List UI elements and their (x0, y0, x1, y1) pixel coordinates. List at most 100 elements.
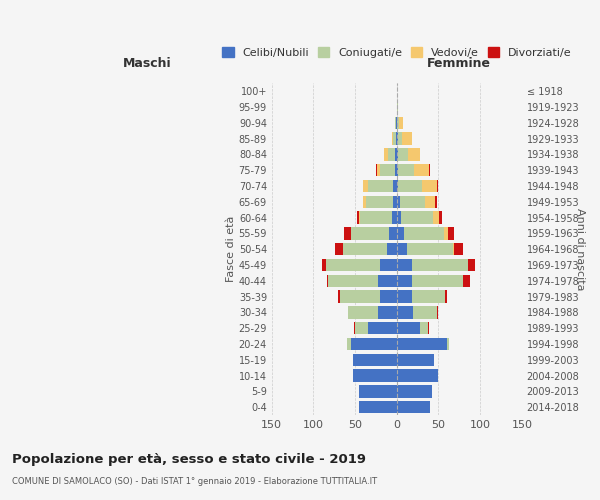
Bar (376, 164, 377, 176)
Bar (328, 274, 379, 287)
Bar (380, 164, 395, 176)
Bar (347, 306, 349, 318)
Bar (380, 259, 397, 271)
Bar (397, 322, 420, 334)
Bar (338, 290, 340, 303)
Bar (397, 386, 432, 398)
Bar (385, 148, 388, 160)
Bar (425, 196, 435, 208)
Bar (437, 306, 439, 318)
Bar (351, 338, 397, 350)
Bar (397, 132, 398, 145)
Bar (400, 116, 403, 129)
Bar (359, 212, 360, 224)
Bar (368, 180, 392, 192)
Bar (463, 274, 470, 287)
Bar (397, 196, 400, 208)
Bar (401, 212, 433, 224)
Bar (397, 370, 439, 382)
Bar (397, 101, 398, 113)
Bar (445, 290, 447, 303)
Bar (397, 354, 434, 366)
Bar (387, 243, 397, 256)
Bar (322, 259, 326, 271)
Bar (397, 338, 447, 350)
Bar (397, 401, 430, 413)
Bar (412, 290, 445, 303)
Bar (407, 148, 420, 160)
Bar (445, 228, 448, 239)
Bar (439, 212, 442, 224)
Bar (359, 401, 397, 413)
Bar (452, 243, 454, 256)
Bar (398, 132, 402, 145)
Bar (397, 306, 413, 318)
Bar (413, 306, 437, 318)
Bar (368, 322, 397, 334)
Bar (362, 196, 364, 208)
Bar (388, 148, 395, 160)
Bar (364, 180, 368, 192)
Legend: Celibi/Nubili, Coniugati/e, Vedovi/e, Divorziati/e: Celibi/Nubili, Coniugati/e, Vedovi/e, Di… (218, 42, 575, 62)
Bar (448, 228, 454, 239)
Bar (412, 259, 469, 271)
Bar (398, 164, 415, 176)
Bar (392, 212, 397, 224)
Text: Popolazione per età, sesso e stato civile - 2019: Popolazione per età, sesso e stato civil… (12, 452, 366, 466)
Bar (335, 243, 343, 256)
Bar (397, 259, 412, 271)
Bar (454, 243, 463, 256)
Text: Maschi: Maschi (122, 57, 171, 70)
Bar (349, 306, 377, 318)
Bar (397, 180, 398, 192)
Bar (398, 180, 422, 192)
Bar (394, 132, 396, 145)
Bar (422, 180, 437, 192)
Bar (377, 306, 397, 318)
Bar (428, 322, 430, 334)
Bar (396, 116, 397, 129)
Text: COMUNE DI SAMOLACO (SO) - Dati ISTAT 1° gennaio 2019 - Elaborazione TUTTITALIA.I: COMUNE DI SAMOLACO (SO) - Dati ISTAT 1° … (12, 478, 377, 486)
Bar (353, 354, 397, 366)
Bar (392, 132, 394, 145)
Bar (415, 164, 430, 176)
Bar (366, 196, 392, 208)
Bar (343, 243, 387, 256)
Bar (344, 228, 351, 239)
Bar (397, 228, 404, 239)
Bar (380, 290, 397, 303)
Bar (404, 228, 445, 239)
Bar (357, 212, 359, 224)
Bar (397, 116, 400, 129)
Bar (402, 132, 412, 145)
Bar (360, 212, 392, 224)
Bar (362, 180, 364, 192)
Bar (433, 212, 439, 224)
Bar (435, 196, 437, 208)
Bar (397, 274, 412, 287)
Bar (340, 290, 380, 303)
Bar (396, 132, 397, 145)
Bar (379, 274, 397, 287)
Bar (347, 338, 351, 350)
Bar (420, 322, 428, 334)
Y-axis label: Anni di nascita: Anni di nascita (575, 208, 585, 290)
Bar (395, 116, 396, 129)
Bar (359, 386, 397, 398)
Bar (437, 180, 439, 192)
Bar (398, 148, 407, 160)
Bar (469, 259, 475, 271)
Bar (377, 164, 380, 176)
Bar (327, 274, 328, 287)
Bar (395, 148, 397, 160)
Bar (400, 196, 425, 208)
Bar (407, 243, 452, 256)
Text: Femmine: Femmine (427, 57, 491, 70)
Bar (353, 370, 397, 382)
Bar (389, 228, 397, 239)
Bar (392, 180, 397, 192)
Bar (397, 243, 407, 256)
Bar (397, 290, 412, 303)
Bar (447, 338, 449, 350)
Bar (392, 196, 397, 208)
